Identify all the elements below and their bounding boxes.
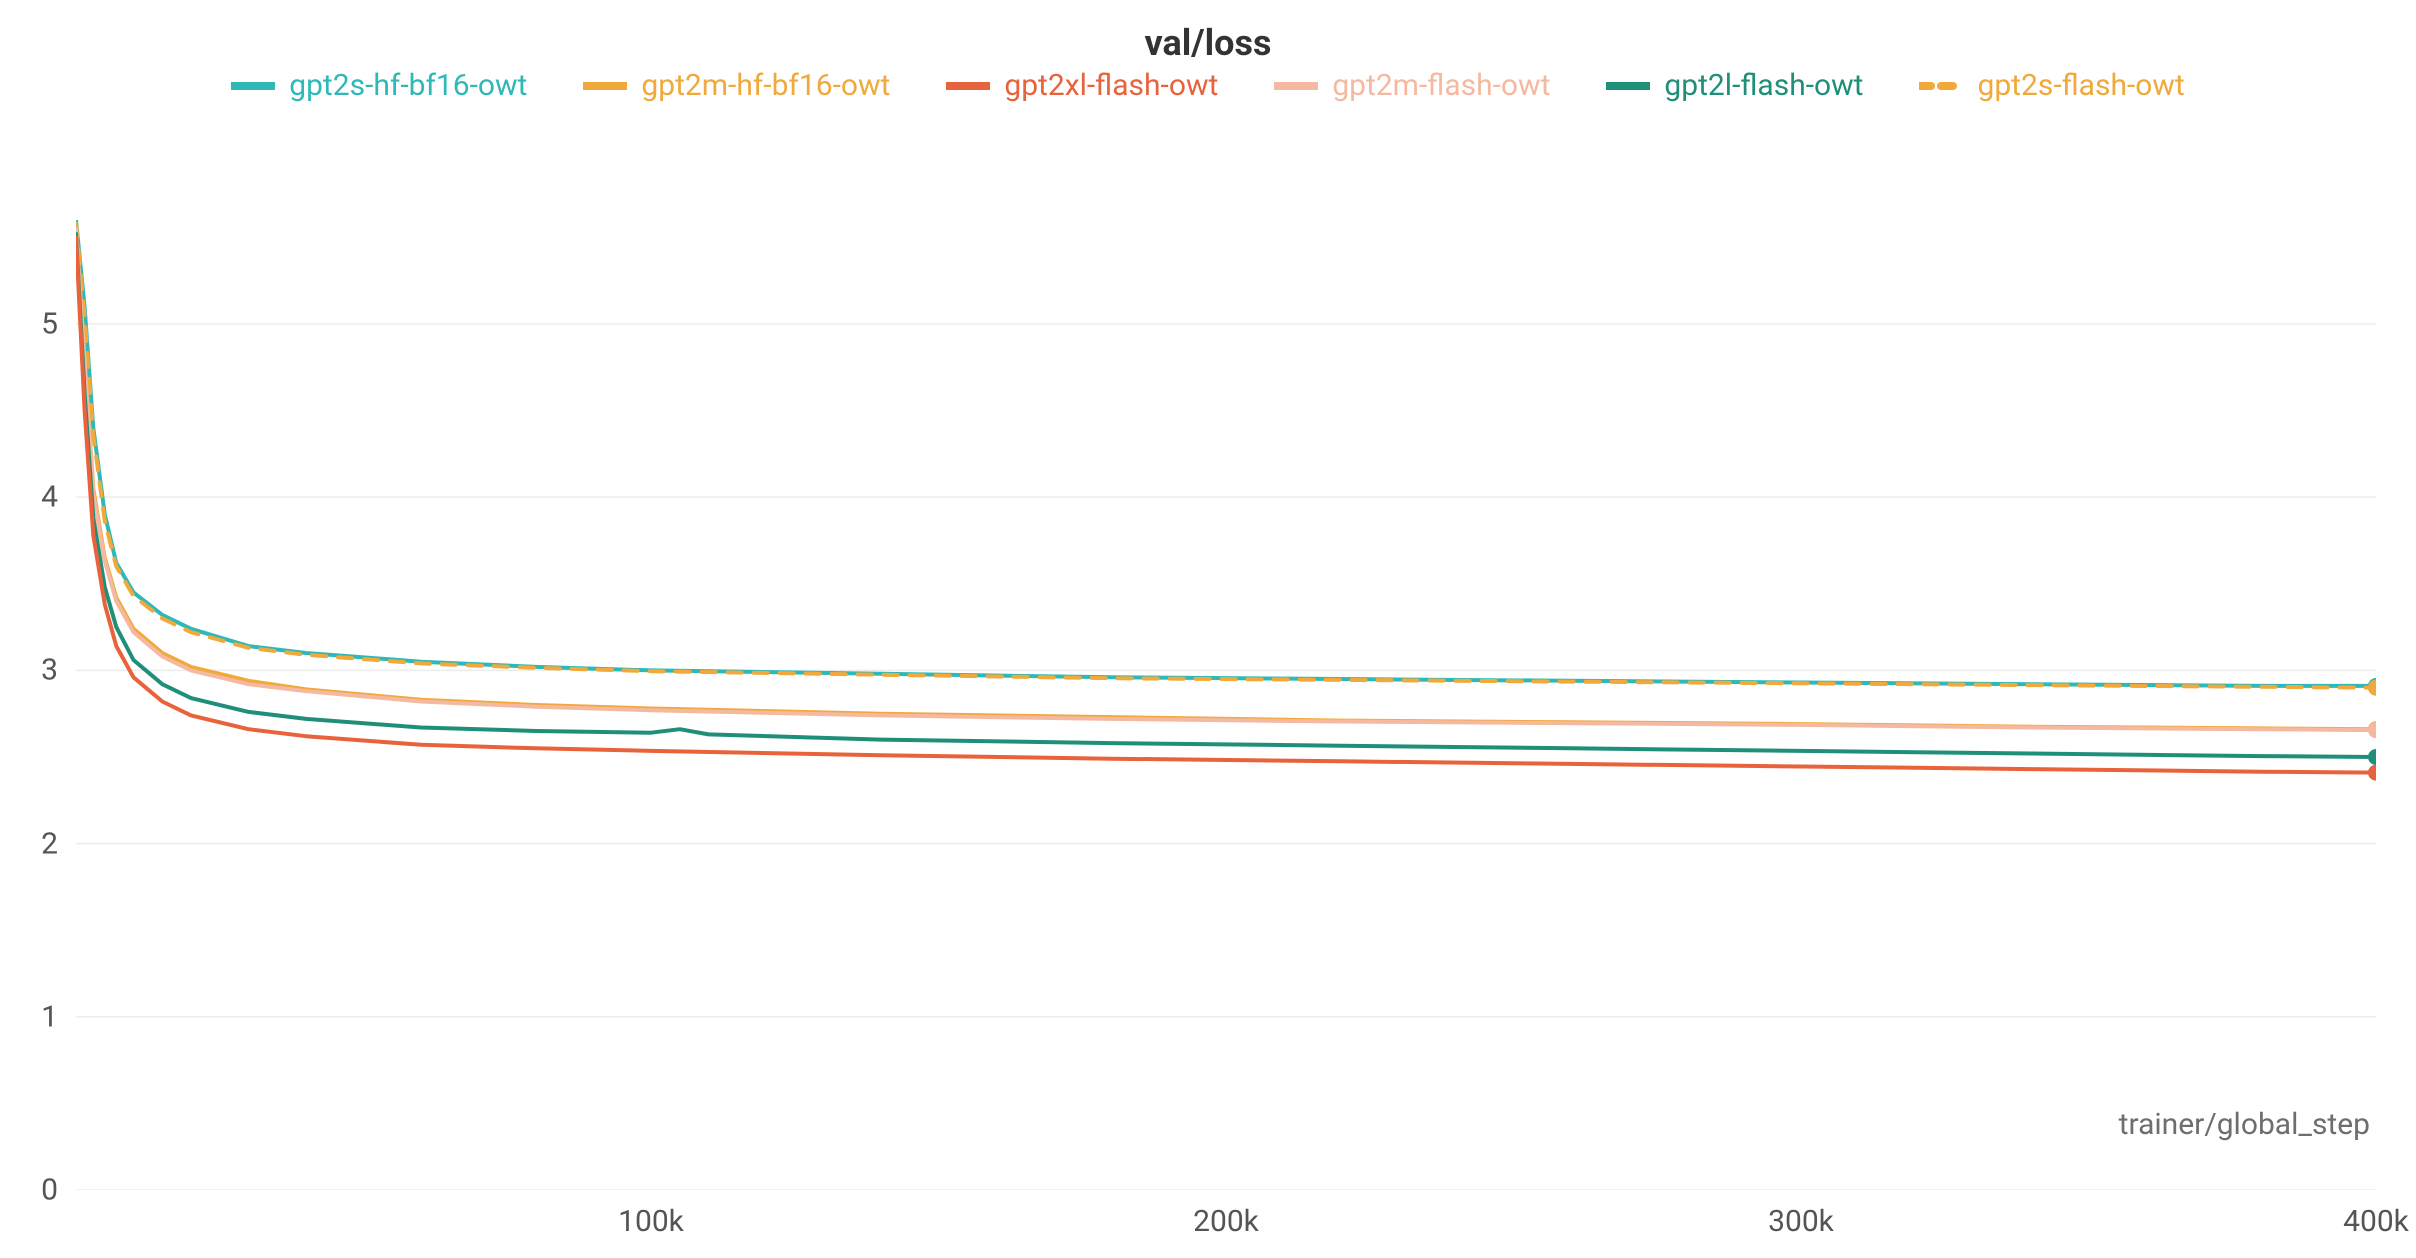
legend-swatch <box>946 82 990 90</box>
series-line <box>76 229 2376 730</box>
x-tick-label: 100k <box>618 1190 684 1239</box>
series-end-marker <box>2368 765 2376 781</box>
legend-item[interactable]: gpt2s-hf-bf16-owt <box>231 68 527 103</box>
plot-svg <box>76 220 2376 1190</box>
legend-label: gpt2l-flash-owt <box>1664 68 1863 103</box>
legend-swatch <box>583 82 627 90</box>
legend-item[interactable]: gpt2l-flash-owt <box>1606 68 1863 103</box>
legend-swatch <box>1274 82 1318 90</box>
series-line <box>76 224 2376 688</box>
y-tick-label: 2 <box>41 826 76 861</box>
legend-label: gpt2s-flash-owt <box>1977 68 2184 103</box>
legend-swatch <box>231 82 275 90</box>
y-tick-label: 1 <box>41 999 76 1034</box>
chart-title: val/loss <box>0 22 2416 64</box>
legend-label: gpt2s-hf-bf16-owt <box>289 68 527 103</box>
y-tick-label: 3 <box>41 653 76 688</box>
plot-area: 012345100k200k300k400ktrainer/global_ste… <box>76 220 2376 1190</box>
legend-label: gpt2xl-flash-owt <box>1004 68 1218 103</box>
series-line <box>76 220 2376 686</box>
legend-item[interactable]: gpt2xl-flash-owt <box>946 68 1218 103</box>
legend: gpt2s-hf-bf16-owt gpt2m-hf-bf16-owt gpt2xl… <box>0 68 2416 103</box>
x-tick-label: 300k <box>1768 1190 1834 1239</box>
series-end-marker <box>2368 722 2376 738</box>
legend-swatch <box>1606 82 1650 90</box>
x-axis-title: trainer/global_step <box>2119 1107 2370 1142</box>
legend-item[interactable]: gpt2m-flash-owt <box>1274 68 1550 103</box>
y-tick-label: 5 <box>41 306 76 341</box>
x-tick-label: 200k <box>1193 1190 1259 1239</box>
legend-item[interactable]: gpt2m-hf-bf16-owt <box>583 68 890 103</box>
legend-label: gpt2m-hf-bf16-owt <box>641 68 890 103</box>
series-line <box>76 229 2376 730</box>
x-tick-label: 400k <box>2343 1190 2409 1239</box>
legend-swatch <box>1919 82 1963 90</box>
legend-label: gpt2m-flash-owt <box>1332 68 1550 103</box>
y-tick-label: 0 <box>41 1173 76 1208</box>
legend-item[interactable]: gpt2s-flash-owt <box>1919 68 2184 103</box>
series-line <box>76 237 2376 772</box>
y-tick-label: 4 <box>41 480 76 515</box>
series-end-marker <box>2368 749 2376 765</box>
